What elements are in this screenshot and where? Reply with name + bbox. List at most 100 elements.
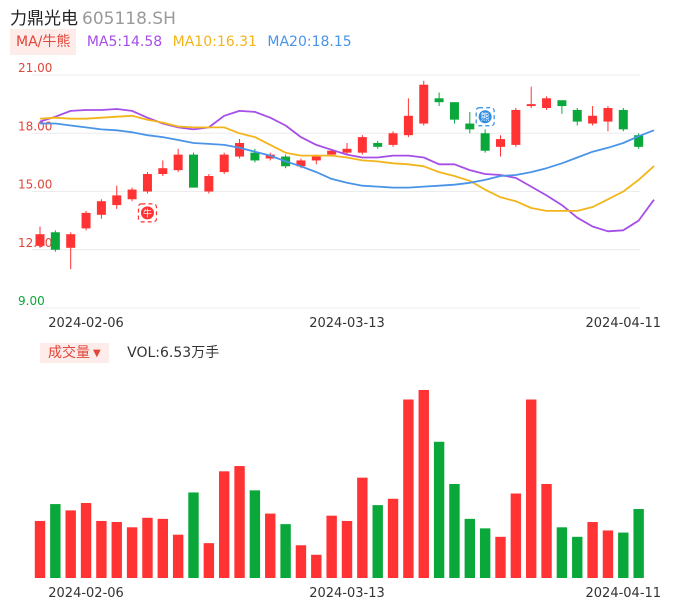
candle-body[interactable] (250, 152, 260, 161)
candle-body[interactable] (634, 135, 644, 147)
ma20-legend: MA20:18.15 (267, 34, 352, 50)
price-y-tick-label: 12.00 (18, 236, 52, 250)
candle-body[interactable] (265, 154, 275, 159)
ma-toolbar: MA/牛熊 MA5:14.58 MA10:16.31 MA20:18.15 (10, 29, 352, 55)
volume-bar[interactable] (249, 490, 261, 578)
candle-body[interactable] (465, 123, 475, 130)
volume-bar[interactable] (311, 554, 322, 578)
volume-bar[interactable] (602, 530, 614, 578)
candle-body[interactable] (588, 115, 598, 124)
candle-body[interactable] (618, 109, 628, 130)
volume-bar[interactable] (111, 522, 122, 578)
volume-bar[interactable] (341, 520, 353, 578)
candle-body[interactable] (66, 234, 76, 248)
candle-body[interactable] (142, 174, 152, 192)
volume-bar[interactable] (372, 505, 383, 578)
stock-title: 力鼎光电 605118.SH (10, 4, 176, 29)
candle-body[interactable] (81, 212, 91, 229)
candle-body[interactable] (342, 148, 352, 153)
volume-bar[interactable] (464, 518, 475, 578)
candle-body[interactable] (496, 139, 505, 147)
price-x-tick-label: 2024-02-06 (48, 316, 124, 331)
candle-body[interactable] (403, 115, 413, 136)
signal-frame (475, 107, 495, 127)
candle-body[interactable] (542, 98, 552, 109)
candle-body[interactable] (572, 109, 582, 122)
volume-bar[interactable] (80, 503, 92, 578)
volume-bar[interactable] (265, 513, 276, 578)
volume-bar[interactable] (157, 518, 168, 578)
candle-body[interactable] (204, 175, 214, 192)
candle-body[interactable] (603, 108, 613, 122)
ma10-line (39, 114, 655, 212)
volume-bar[interactable] (219, 471, 230, 578)
volume-bar[interactable] (65, 510, 76, 578)
candle-body[interactable] (511, 109, 521, 145)
volume-bar[interactable] (418, 390, 429, 578)
candle-body[interactable] (373, 142, 383, 147)
volume-bar[interactable] (234, 466, 245, 578)
candle-body[interactable] (112, 195, 122, 206)
volume-bar[interactable] (34, 520, 46, 578)
candle-body[interactable] (127, 189, 137, 200)
candle-body[interactable] (219, 154, 229, 173)
candle-body[interactable] (35, 234, 45, 246)
volume-bar[interactable] (280, 524, 291, 578)
caret-down-icon: ▼ (93, 348, 101, 359)
volume-bar[interactable] (618, 532, 629, 578)
candle-body[interactable] (311, 156, 321, 161)
volume-indicator-button[interactable]: 成交量 ▼ (40, 343, 109, 363)
volume-bar[interactable] (403, 399, 414, 578)
volume-bar[interactable] (479, 528, 491, 578)
stock-code: 605118.SH (82, 9, 176, 29)
volume-bar[interactable] (295, 545, 307, 578)
volume-bar[interactable] (541, 484, 552, 578)
candle-body[interactable] (480, 133, 490, 151)
candle-body[interactable] (235, 142, 245, 157)
candle-body[interactable] (96, 201, 106, 215)
candle-body[interactable] (327, 150, 337, 155)
candle-body[interactable] (526, 104, 536, 107)
volume-bar[interactable] (495, 536, 506, 578)
volume-bar[interactable] (203, 543, 215, 578)
volume-bar[interactable] (96, 520, 107, 578)
ma5-legend: MA5:14.58 (86, 34, 163, 50)
candle-body[interactable] (434, 98, 444, 103)
volume-bar[interactable] (510, 493, 522, 578)
candle-body[interactable] (557, 100, 567, 107)
volume-value: VOL:6.53万手 (127, 345, 220, 361)
volume-bar[interactable] (633, 509, 644, 578)
volume-bar[interactable] (387, 498, 399, 578)
stock-name: 力鼎光电 (10, 9, 78, 29)
volume-bar[interactable] (142, 517, 153, 578)
volume-bar[interactable] (556, 527, 568, 578)
volume-bar[interactable] (50, 504, 61, 578)
ma-indicator-button[interactable]: MA/牛熊 (10, 29, 77, 55)
signal-label: 牛 (143, 207, 152, 219)
volume-bar[interactable] (172, 534, 184, 578)
candle-body[interactable] (189, 154, 198, 188)
candle-body[interactable] (173, 154, 183, 171)
volume-bar[interactable] (326, 515, 337, 578)
volume-bar[interactable] (449, 484, 460, 578)
candle-body[interactable] (388, 133, 398, 145)
price-y-tick-label: 18.00 (18, 119, 52, 133)
candle-body[interactable] (449, 102, 459, 120)
volume-bar[interactable] (587, 522, 598, 578)
volume-bar[interactable] (572, 536, 583, 578)
volume-x-tick-label: 2024-04-11 (586, 586, 662, 601)
volume-bar[interactable] (357, 477, 368, 578)
volume-bar[interactable] (188, 492, 199, 578)
volume-bar[interactable] (526, 399, 537, 578)
candle-body[interactable] (419, 84, 429, 124)
candle-body[interactable] (50, 232, 60, 250)
volume-bar[interactable] (126, 527, 138, 578)
candle-body[interactable] (357, 137, 367, 153)
candle-body[interactable] (296, 160, 306, 167)
ma10-legend: MA10:16.31 (172, 34, 257, 50)
volume-bar[interactable] (433, 441, 445, 578)
candle-body[interactable] (158, 168, 168, 175)
signal-badge-icon (140, 206, 154, 220)
signal-label: 熊 (481, 111, 490, 123)
